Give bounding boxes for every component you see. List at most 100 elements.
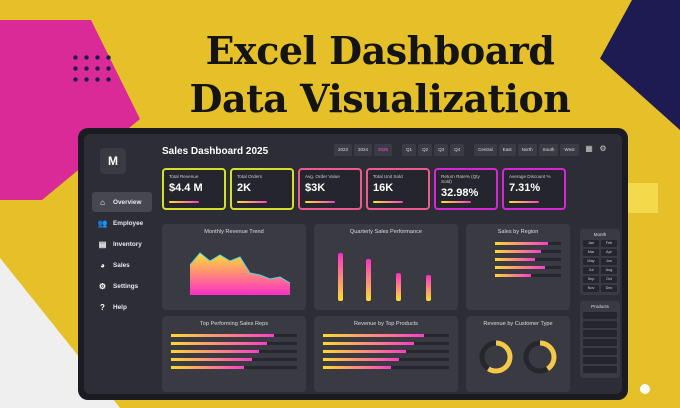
kpi-label: Avg. Order Value: [305, 174, 340, 179]
month-may-chip[interactable]: May: [583, 258, 599, 265]
month-mar-chip[interactable]: Mar: [583, 249, 599, 256]
region-central-chip[interactable]: Central: [474, 144, 497, 156]
sidebar-item-settings[interactable]: ⚙ Settings: [92, 276, 152, 296]
month-slicer-title: Month: [593, 232, 607, 237]
product-chip[interactable]: [583, 321, 617, 328]
kpi-label: Average Discount %: [509, 174, 551, 179]
sidebar-item-employee[interactable]: 👥 Employee: [92, 213, 152, 233]
quarter-q2-chip[interactable]: Q2: [418, 144, 433, 156]
sidebar-item-label: Settings: [113, 282, 139, 290]
sidebar-item-label: Sales: [113, 261, 130, 269]
year-2024-chip[interactable]: 2024: [354, 144, 373, 156]
list-item: [472, 271, 564, 279]
panel-title: Revenue by Customer Type: [483, 321, 553, 327]
monthly-revenue-panel: Monthly Revenue Trend: [162, 224, 306, 310]
sales-by-region-panel: Sales by Region: [466, 224, 570, 310]
sidebar-item-overview[interactable]: ⌂ Overview: [92, 192, 152, 212]
sidebar-item-label: Help: [113, 303, 127, 311]
kpi-card-avg-order-value: Avg. Order Value $3K: [298, 168, 362, 210]
kpi-value: $3K: [305, 182, 326, 194]
kpi-value: 7.31%: [509, 182, 541, 194]
month-dec-chip[interactable]: Dec: [601, 285, 617, 292]
region-north-chip[interactable]: North: [517, 144, 537, 156]
list-item: [320, 339, 452, 347]
retail-donut: [479, 340, 513, 374]
month-apr-chip[interactable]: Apr: [601, 249, 617, 256]
quarter-q3-chip[interactable]: Q3: [434, 144, 449, 156]
sidebar-item-sales[interactable]: ◕ Sales: [92, 255, 152, 275]
product-chip[interactable]: [583, 357, 617, 364]
month-jun-chip[interactable]: Jun: [601, 258, 617, 265]
filter-column: Month Jan Feb Mar Apr May Jun Jul Aug Se…: [580, 229, 620, 384]
kpi-trend-bar: [305, 201, 335, 203]
product-chip[interactable]: [583, 312, 617, 319]
product-slicer: Products: [580, 301, 620, 378]
sidebar-item-inventory[interactable]: ▤ Inventory: [92, 234, 152, 254]
list-item: [320, 331, 452, 339]
month-jan-chip[interactable]: Jan: [583, 240, 599, 247]
quarterly-sales-chart: [338, 253, 431, 301]
white-decor-dot: [640, 384, 650, 394]
region-west-chip[interactable]: West: [560, 144, 579, 156]
topbar: Sales Dashboard 2025 2023 2024 2025 Q1 Q…: [162, 144, 622, 160]
kpi-trend-bar: [169, 201, 199, 203]
gear-icon[interactable]: ⚙: [599, 144, 607, 153]
product-chip[interactable]: [583, 366, 617, 373]
product-chip[interactable]: [583, 330, 617, 337]
month-jul-chip[interactable]: Jul: [583, 267, 599, 274]
month-oct-chip[interactable]: Oct: [601, 276, 617, 283]
kpi-card-average-discount: Average Discount % 7.31%: [502, 168, 566, 210]
kpi-value: 16K: [373, 182, 394, 194]
kpi-card-return-rate: Return Rate% (Qty Sold) 32.98%: [434, 168, 498, 210]
region-east-chip[interactable]: East: [498, 144, 516, 156]
month-feb-chip[interactable]: Feb: [601, 240, 617, 247]
sidebar: M ⌂ Overview 👥 Employee ▤ Inventory ◕ Sa…: [92, 142, 152, 392]
q2-bar: [366, 259, 371, 301]
sidebar-item-label: Overview: [113, 198, 142, 206]
year-2025-chip[interactable]: 2025: [374, 144, 393, 156]
month-aug-chip[interactable]: Aug: [601, 267, 617, 274]
calendar-icon[interactable]: ▦: [585, 144, 593, 153]
region-south-chip[interactable]: South: [538, 144, 559, 156]
kpi-card-total-orders: Total Orders 2K: [230, 168, 294, 210]
wholesale-donut: [523, 340, 557, 374]
q3-bar: [396, 273, 401, 301]
kpi-row: Total Revenue $4.4 M Total Orders 2K Avg…: [162, 168, 566, 212]
month-nov-chip[interactable]: Nov: [583, 285, 599, 292]
list-item: [168, 331, 300, 339]
list-item: [168, 355, 300, 363]
panel-title: Monthly Revenue Trend: [204, 229, 264, 235]
quarter-q1-chip[interactable]: Q1: [402, 144, 417, 156]
kpi-card-total-revenue: Total Revenue $4.4 M: [162, 168, 226, 210]
list-item: [168, 347, 300, 355]
month-sep-chip[interactable]: Sep: [583, 276, 599, 283]
list-item: [472, 247, 564, 255]
list-item: [320, 347, 452, 355]
region-bars: [466, 235, 570, 283]
product-bars: [314, 327, 458, 375]
customer-type-panel: Revenue by Customer Type: [466, 316, 570, 392]
quarterly-sales-panel: Quarterly Sales Performance: [314, 224, 458, 310]
kpi-value: $4.4 M: [169, 182, 203, 194]
gear-icon: ⚙: [98, 281, 107, 291]
kpi-label: Total Orders: [237, 174, 263, 179]
list-item: [320, 355, 452, 363]
panel-title: Quarterly Sales Performance: [349, 229, 423, 235]
list-item: [472, 263, 564, 271]
product-chip[interactable]: [583, 348, 617, 355]
q4-bar: [426, 275, 431, 301]
panel-title: Sales by Region: [497, 229, 539, 235]
product-chip[interactable]: [583, 339, 617, 346]
kpi-trend-bar: [237, 201, 267, 203]
list-item: [472, 255, 564, 263]
top-products-panel: Revenue by Top Products: [314, 316, 458, 392]
year-2023-chip[interactable]: 2023: [334, 144, 353, 156]
kpi-label: Return Rate% (Qty Sold): [441, 174, 480, 184]
month-grid: Jan Feb Mar Apr May Jun Jul Aug Sep Oct …: [583, 240, 617, 292]
panel-title: Revenue by Top Products: [354, 321, 418, 327]
customer-type-chart: [479, 340, 557, 374]
quarter-q4-chip[interactable]: Q4: [450, 144, 465, 156]
sidebar-item-help[interactable]: ? Help: [92, 297, 152, 317]
list-item: [472, 239, 564, 247]
kpi-trend-bar: [441, 201, 471, 203]
